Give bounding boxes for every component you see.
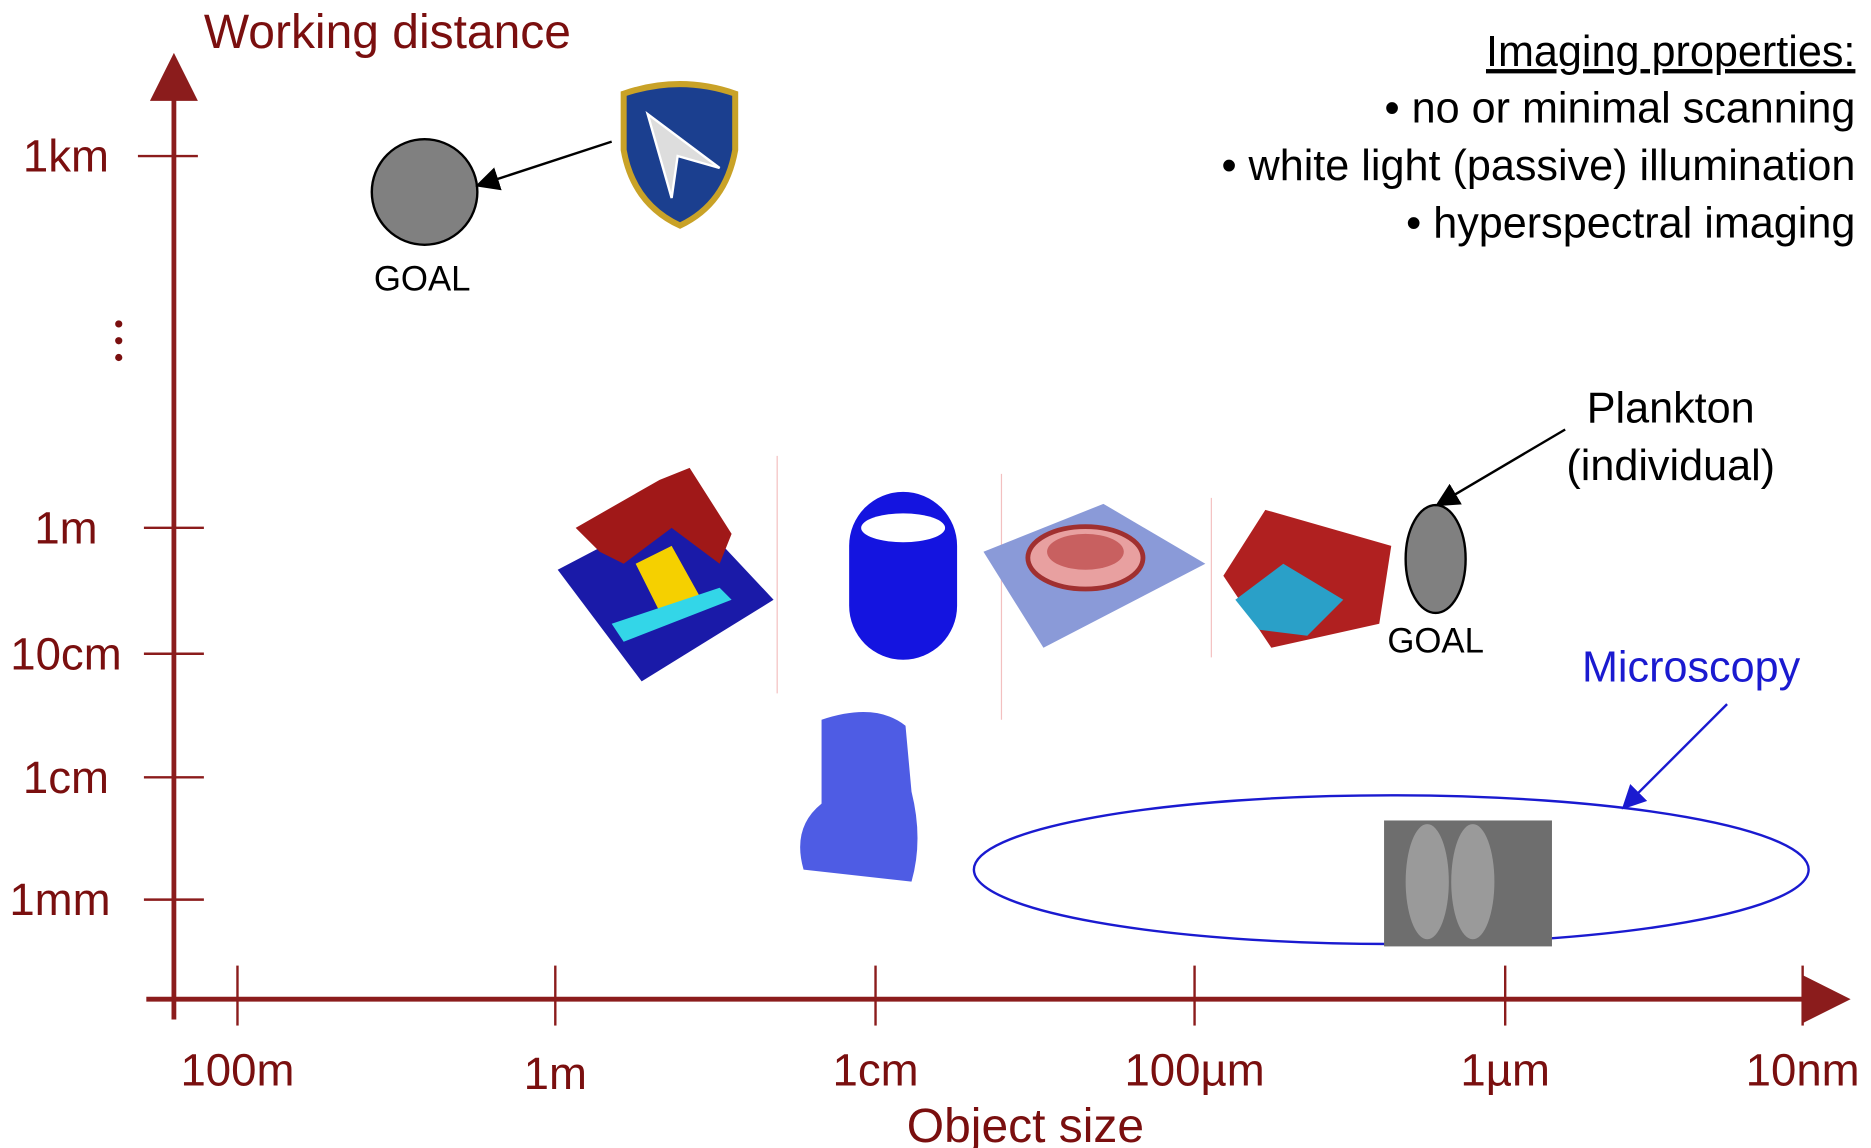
goal-label: GOAL <box>374 260 471 298</box>
arrow <box>1439 429 1565 503</box>
page: {"y_axis": {"title": "Working distance",… <box>0 0 1871 1148</box>
render-5 <box>800 712 917 882</box>
y-axis-title: Working distance <box>204 6 571 59</box>
microscopy-image <box>1406 824 1449 939</box>
render-3 <box>983 504 1205 648</box>
goal-ellipse <box>1406 505 1466 613</box>
render-1 <box>558 468 774 681</box>
y-tick-label: 1m <box>34 502 97 553</box>
microscopy-image <box>1451 824 1494 939</box>
y-tick-label: 1mm <box>9 874 110 925</box>
x-tick-label: 1cm <box>832 1045 918 1096</box>
x-axis-title: Object size <box>907 1100 1144 1148</box>
y-ticks <box>138 156 204 900</box>
plankton-label: Plankton <box>1587 384 1755 432</box>
property-item: • no or minimal scanning <box>1385 84 1856 132</box>
x-tick-label: 10nm <box>1746 1045 1860 1096</box>
logo <box>624 84 736 226</box>
property-item: • hyperspectral imaging <box>1406 200 1855 248</box>
x-ticks <box>237 966 1802 1026</box>
x-tick-label: 100m <box>180 1045 294 1096</box>
render-2 <box>777 456 1001 720</box>
arrow <box>1625 704 1727 806</box>
microscopy-label: Microscopy <box>1582 643 1801 691</box>
x-tick-label: 1m <box>524 1048 587 1099</box>
y-tick-label: 1cm <box>23 752 109 803</box>
arrow <box>480 142 612 185</box>
render-4 <box>1211 498 1391 658</box>
ellipsis <box>115 320 122 361</box>
property-item: • white light (passive) illumination <box>1221 142 1855 190</box>
goal-circle <box>372 139 478 245</box>
plankton-label: (individual) <box>1566 442 1775 490</box>
x-tick-label: 1µm <box>1460 1045 1550 1096</box>
properties-heading: Imaging properties: <box>1486 28 1855 76</box>
y-tick-label: 10cm <box>10 628 121 679</box>
x-tick-label: 100µm <box>1124 1045 1264 1096</box>
goal-label: GOAL <box>1387 623 1484 661</box>
diagram: Working distance 1km 1m 10cm 1cm 1mm 100… <box>0 0 1871 1148</box>
y-tick-label: 1km <box>23 131 109 182</box>
